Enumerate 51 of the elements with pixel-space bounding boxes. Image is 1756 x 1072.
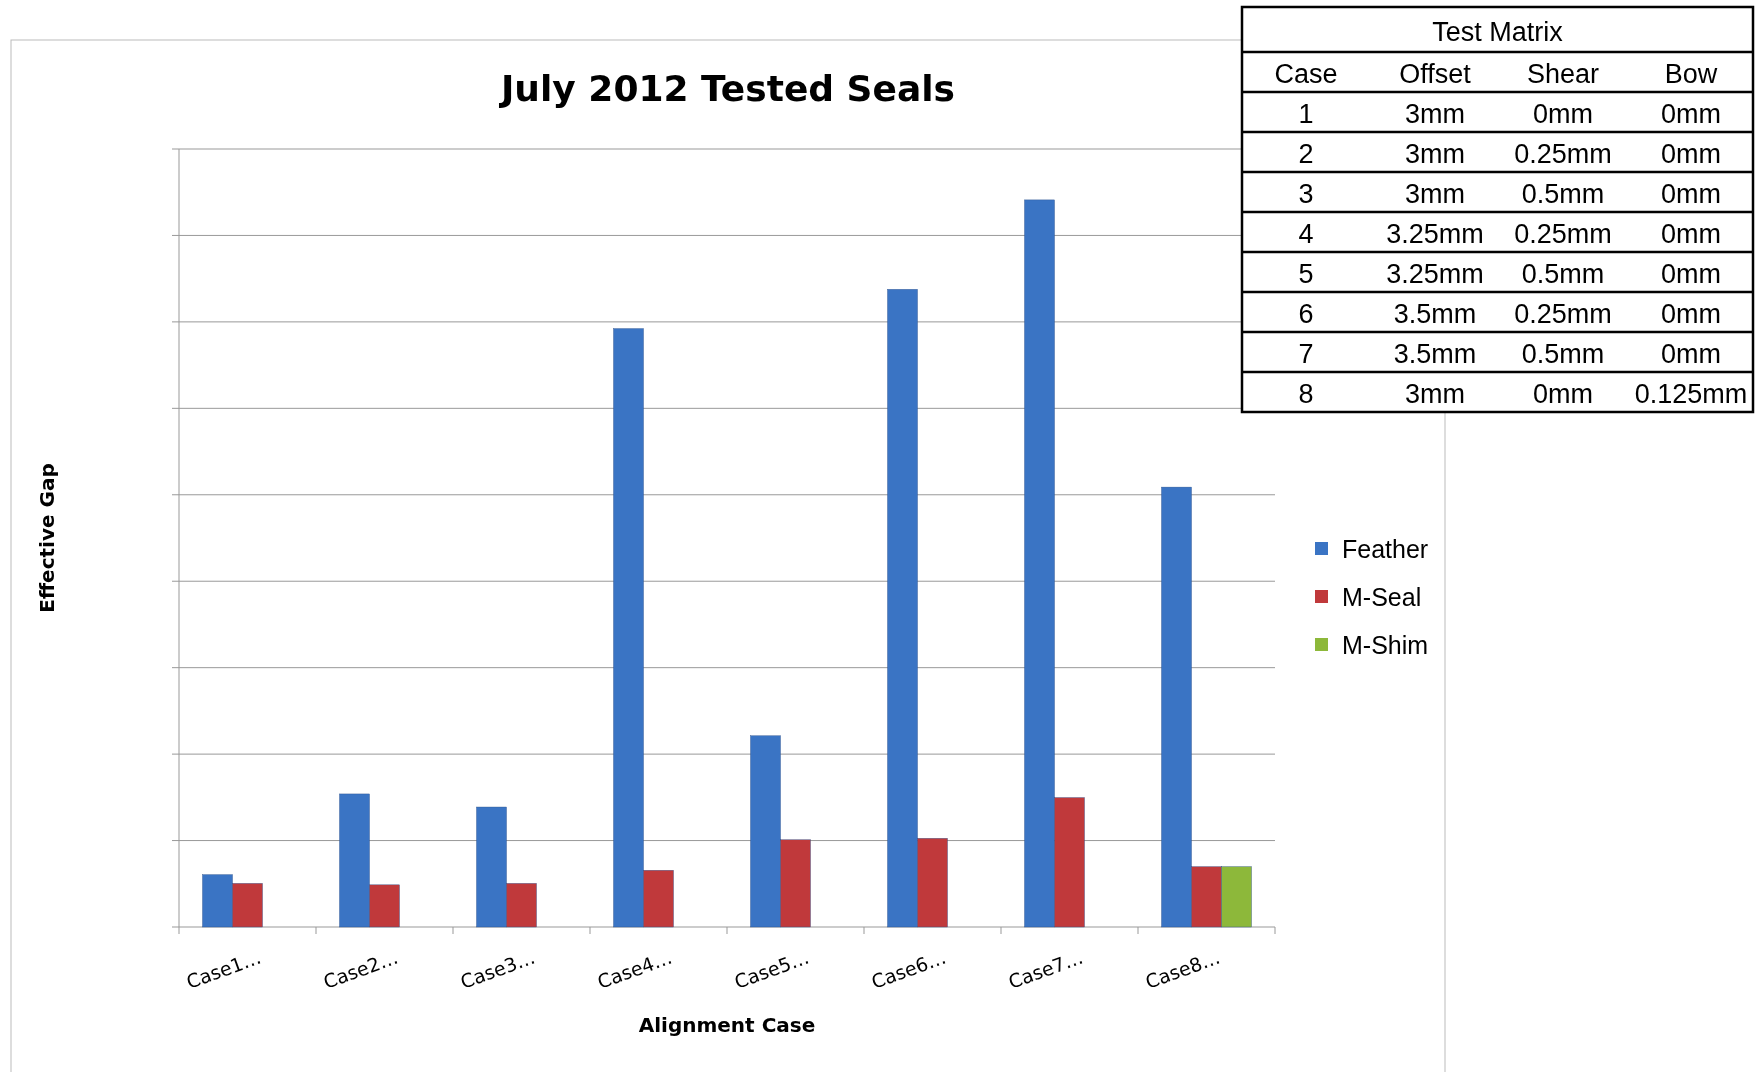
x-tick-label: Case1… bbox=[183, 945, 264, 993]
text: 3.5mm bbox=[1393, 299, 1477, 329]
x-tick-label: Case5… bbox=[731, 945, 812, 993]
x-tick-label: Case4… bbox=[594, 945, 675, 993]
text: 3.5mm bbox=[1393, 339, 1477, 369]
x-tick-label: Case6… bbox=[868, 945, 949, 993]
chart-title: July 2012 Tested Seals bbox=[497, 68, 956, 109]
x-tick-label: Case3… bbox=[457, 945, 538, 993]
x-tick-label: Offset bbox=[1399, 59, 1472, 89]
text: 0.125mm bbox=[1634, 379, 1748, 409]
y-tick-label: 5 bbox=[1298, 259, 1314, 289]
legend-label: M-Seal bbox=[1342, 583, 1422, 611]
y-axis-title: Case bbox=[1274, 59, 1338, 89]
legend-label: Feather bbox=[1342, 535, 1429, 563]
text: 0mm bbox=[1533, 99, 1593, 129]
text: 0.5mm bbox=[1521, 339, 1605, 369]
x-tick-label: Case8… bbox=[1142, 945, 1223, 993]
text: 3mm bbox=[1405, 99, 1465, 129]
text: 3mm bbox=[1405, 179, 1465, 209]
text: 0mm bbox=[1661, 99, 1721, 129]
text: 0.25mm bbox=[1514, 219, 1612, 249]
text: 3.25mm bbox=[1386, 219, 1484, 249]
x-tick-label: Case2… bbox=[320, 945, 401, 993]
x-tick-label: Case7… bbox=[1005, 945, 1086, 993]
text: 0mm bbox=[1661, 259, 1721, 289]
text: 3.25mm bbox=[1386, 259, 1484, 289]
text: 3mm bbox=[1405, 379, 1465, 409]
x-axis-title: Alignment Case bbox=[638, 1013, 816, 1037]
text: 0mm bbox=[1661, 139, 1721, 169]
text: 0.25mm bbox=[1514, 139, 1612, 169]
y-axis-title: Effective Gap bbox=[35, 463, 59, 613]
text: 0mm bbox=[1661, 299, 1721, 329]
text: 0.5mm bbox=[1521, 179, 1605, 209]
y-tick-label: 2 bbox=[1298, 139, 1314, 169]
text: 0.25mm bbox=[1514, 299, 1612, 329]
y-tick-label: 3 bbox=[1298, 179, 1314, 209]
x-tick-label: Shear bbox=[1526, 59, 1600, 89]
y-tick-label: 8 bbox=[1298, 379, 1314, 409]
text: 0mm bbox=[1661, 339, 1721, 369]
y-tick-label: 1 bbox=[1298, 99, 1314, 129]
text: 3mm bbox=[1405, 139, 1465, 169]
legend-label: M-Shim bbox=[1342, 631, 1429, 659]
text: 0mm bbox=[1661, 219, 1721, 249]
text: 0.5mm bbox=[1521, 259, 1605, 289]
y-tick-label: 6 bbox=[1298, 299, 1314, 329]
text: 0mm bbox=[1661, 179, 1721, 209]
text: 0mm bbox=[1533, 379, 1593, 409]
chart-title: Test Matrix bbox=[1432, 17, 1564, 47]
x-tick-label: Bow bbox=[1664, 59, 1718, 89]
y-tick-label: 4 bbox=[1298, 219, 1314, 249]
y-tick-label: 7 bbox=[1298, 339, 1314, 369]
